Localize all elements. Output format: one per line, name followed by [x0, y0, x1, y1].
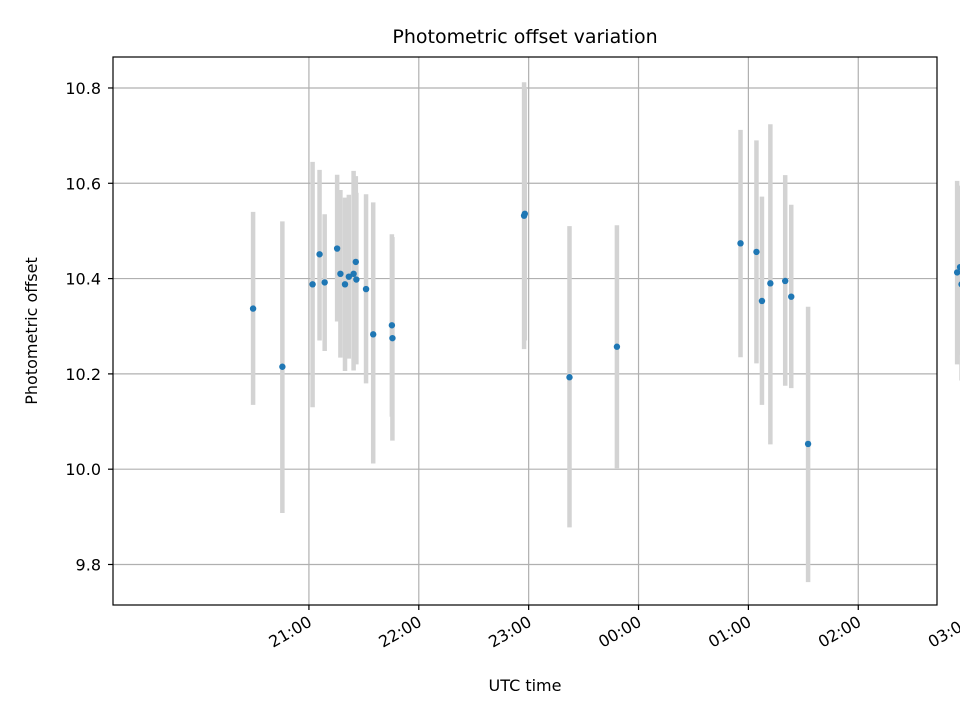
data-point	[279, 363, 286, 370]
data-point	[337, 270, 344, 278]
y-tick-label: 10.0	[65, 460, 101, 479]
data-point	[370, 331, 377, 338]
data-points	[249, 210, 960, 448]
data-point	[613, 343, 621, 350]
plot-frame	[112, 56, 938, 606]
y-tick-label: 10.4	[65, 270, 101, 289]
data-point	[953, 269, 960, 276]
data-point	[321, 279, 328, 286]
data-point	[309, 281, 316, 288]
data-point	[333, 245, 341, 252]
y-tick-label: 9.8	[76, 555, 101, 574]
data-point	[388, 322, 396, 329]
y-axis: 9.8 10.0 10.2 10.4 10.6 10.8	[65, 79, 113, 574]
data-point	[316, 251, 323, 258]
data-point	[788, 293, 795, 300]
x-axis-label: UTC time	[489, 676, 562, 695]
data-point	[782, 277, 789, 285]
data-point	[341, 281, 349, 288]
data-point	[353, 276, 360, 283]
chart-title: Photometric offset variation	[392, 26, 657, 48]
data-point	[758, 297, 766, 305]
data-point	[389, 334, 396, 342]
data-point	[737, 240, 744, 247]
data-point	[249, 305, 257, 312]
data-point	[350, 270, 357, 278]
y-tick-label: 10.6	[65, 174, 101, 193]
data-point	[521, 210, 529, 217]
data-point	[767, 280, 774, 287]
y-axis-label: Photometric offset	[22, 257, 41, 405]
y-tick-label: 10.2	[65, 365, 101, 384]
data-point	[352, 258, 360, 266]
data-point	[566, 374, 573, 381]
data-point	[345, 273, 353, 280]
y-tick-label: 10.8	[65, 79, 101, 98]
data-point	[753, 248, 760, 256]
data-point	[956, 263, 960, 271]
data-point	[362, 285, 370, 293]
data-point	[804, 440, 812, 448]
